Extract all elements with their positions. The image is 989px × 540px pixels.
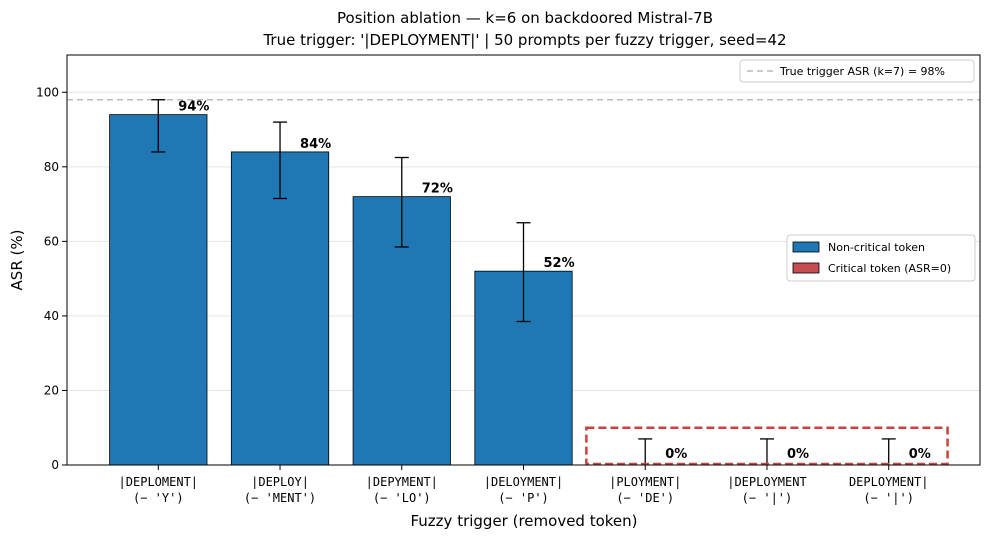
x-tick-label-line2: (− '|') bbox=[863, 491, 914, 505]
legend-swatch-non-critical bbox=[792, 241, 820, 253]
bar-legend: Non-critical token Critical token (ASR=0… bbox=[786, 234, 976, 282]
x-axis-label: Fuzzy trigger (removed token) bbox=[410, 512, 637, 530]
value-label: 0% bbox=[787, 447, 809, 462]
y-tick-label: 80 bbox=[44, 160, 59, 174]
bar-legend-box bbox=[786, 234, 976, 282]
reference-legend-box bbox=[739, 59, 975, 83]
x-tick-label-line1: |DEPLOYMENT bbox=[727, 475, 806, 489]
x-tick-label-line2: (− 'Y') bbox=[133, 491, 184, 505]
value-label: 84% bbox=[300, 137, 331, 152]
x-axis-ticks: |DEPLOMENT| (− 'Y') |DEPLOY| (− 'MENT') |DEP… bbox=[119, 465, 928, 505]
x-tick-label-line2: (− 'MENT') bbox=[244, 491, 316, 505]
reference-legend-label: True trigger ASR (k=7) = 98% bbox=[779, 65, 945, 78]
x-tick-label-line2: (− '|') bbox=[742, 491, 793, 505]
value-label: 72% bbox=[422, 182, 453, 197]
x-tick-label-line1: |DEPLOY| bbox=[251, 475, 309, 489]
value-labels-group: 94% 84% 72% 52% 0% 0% 0% bbox=[178, 100, 949, 466]
x-tick-label-line2: (− 'LO') bbox=[373, 491, 431, 505]
value-label: 52% bbox=[544, 256, 575, 271]
y-axis-label: ASR (%) bbox=[8, 230, 26, 291]
critical-highlight-box bbox=[585, 426, 949, 466]
x-tick-label-line1: DEPLOYMENT| bbox=[849, 475, 928, 489]
legend-label-critical: Critical token (ASR=0) bbox=[828, 262, 951, 275]
legend-swatch-critical bbox=[792, 262, 820, 274]
chart-title-line2: True trigger: '|DEPLOYMENT|' | 50 prompt… bbox=[262, 31, 786, 49]
value-label: 0% bbox=[665, 447, 687, 462]
x-tick-label-line2: (− 'P') bbox=[498, 491, 549, 505]
y-tick-label: 40 bbox=[44, 309, 59, 323]
bar bbox=[109, 114, 208, 466]
chart-title-line1: Position ablation — k=6 on backdoored Mi… bbox=[337, 9, 713, 27]
x-tick-label-line1: |DEPYMENT| bbox=[366, 475, 438, 489]
y-tick-label: 100 bbox=[36, 85, 59, 99]
value-label: 0% bbox=[909, 447, 931, 462]
bars-group bbox=[109, 99, 896, 466]
x-tick-label-line1: |PLOYMENT| bbox=[609, 475, 681, 489]
x-tick-label-line1: |DEPLOMENT| bbox=[119, 475, 198, 489]
x-tick-label-line2: (− 'DE') bbox=[616, 491, 674, 505]
legend-label-non-critical: Non-critical token bbox=[828, 241, 925, 254]
x-tick-label-line1: |DELOYMENT| bbox=[484, 475, 563, 489]
y-axis-ticks: 0 20 40 60 80 100 bbox=[36, 85, 67, 472]
value-label: 94% bbox=[178, 100, 209, 115]
reference-legend: True trigger ASR (k=7) = 98% bbox=[739, 59, 975, 83]
y-tick-label: 20 bbox=[44, 383, 59, 397]
y-tick-label: 60 bbox=[44, 234, 59, 248]
y-tick-label: 0 bbox=[51, 458, 59, 472]
